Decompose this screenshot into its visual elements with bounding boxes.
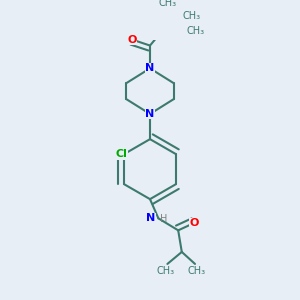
Text: CH₃: CH₃ — [186, 26, 204, 36]
Text: H: H — [160, 214, 167, 224]
Text: N: N — [146, 213, 155, 223]
Text: O: O — [127, 34, 137, 44]
Text: Cl: Cl — [116, 149, 127, 159]
Text: CH₃: CH₃ — [188, 266, 206, 275]
Text: O: O — [189, 218, 199, 228]
Text: N: N — [146, 63, 154, 73]
Text: CH₃: CH₃ — [157, 266, 175, 275]
Text: N: N — [146, 109, 154, 119]
Text: CH₃: CH₃ — [159, 0, 177, 8]
Text: CH₃: CH₃ — [183, 11, 201, 21]
